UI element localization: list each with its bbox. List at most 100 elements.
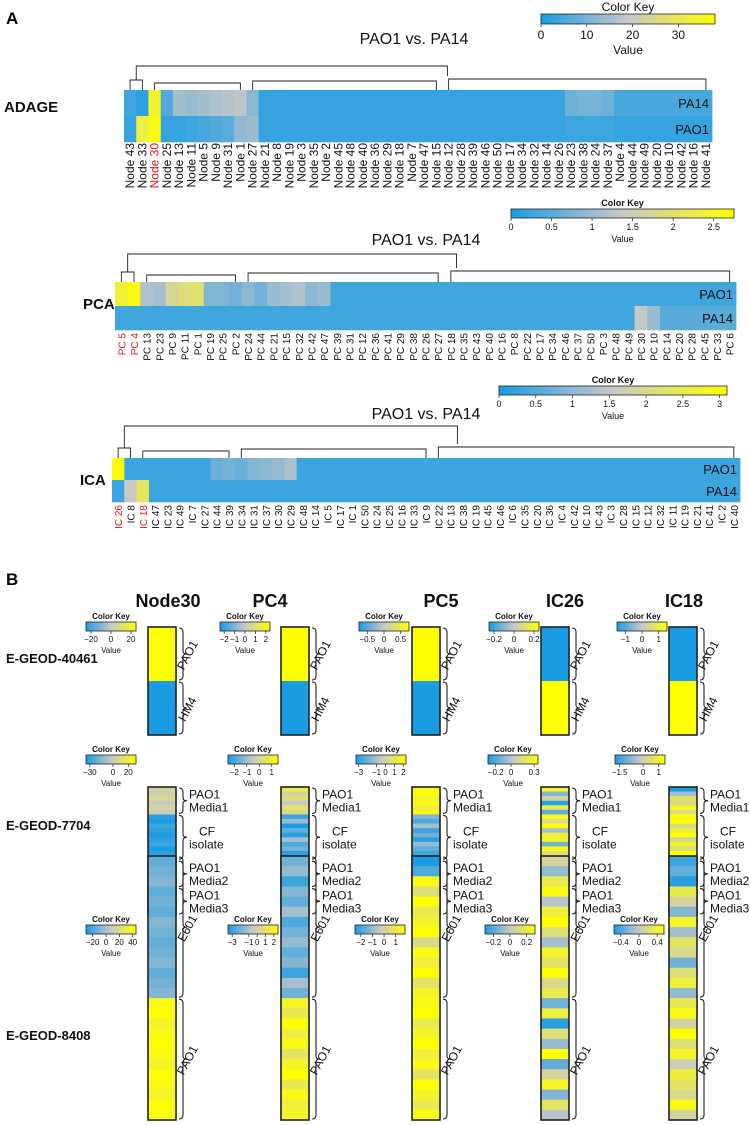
dendrogram-branch bbox=[154, 82, 241, 90]
heatmap-cell bbox=[320, 90, 333, 117]
color-key-value-label: Value bbox=[371, 779, 391, 788]
group-brace bbox=[442, 998, 452, 1120]
heatmap-cell bbox=[210, 458, 224, 481]
heatmap-cell bbox=[356, 90, 370, 117]
column-label: IC 37 bbox=[262, 505, 273, 529]
heatmap-cell bbox=[541, 1099, 569, 1111]
heatmap-cell bbox=[469, 480, 482, 503]
heatmap-cell bbox=[493, 458, 507, 481]
heatmap-cell bbox=[412, 1028, 440, 1040]
heatmap-cell bbox=[541, 916, 569, 928]
color-key-tick-label: 0.2 bbox=[528, 635, 540, 644]
heatmap-cell bbox=[281, 916, 309, 928]
heatmap-cell bbox=[669, 667, 697, 682]
heatmap-cell bbox=[727, 480, 741, 503]
group-brace bbox=[699, 787, 709, 814]
row-label: PA14 bbox=[706, 484, 737, 499]
heatmap-cell bbox=[669, 846, 697, 852]
strip-border bbox=[280, 626, 310, 736]
heatmap-cell bbox=[148, 1008, 176, 1019]
color-key-value-label: Value bbox=[243, 779, 263, 788]
row-label: PAO1 bbox=[675, 122, 709, 137]
heatmap-cell bbox=[216, 306, 230, 331]
heatmap-cell bbox=[222, 458, 236, 481]
heatmap-cell bbox=[545, 282, 559, 307]
heatmap-cell bbox=[321, 458, 335, 481]
strip-border bbox=[411, 626, 441, 736]
group-label: Media1 bbox=[453, 801, 493, 815]
column-label: PC 19 bbox=[206, 333, 217, 361]
column-label: IC 12 bbox=[644, 505, 655, 529]
strip-border bbox=[147, 626, 177, 736]
color-key-tick-label: 3 bbox=[717, 399, 722, 409]
column-label: Node 13 bbox=[172, 143, 186, 189]
heatmap-cell bbox=[493, 480, 507, 503]
dendrogram bbox=[129, 65, 707, 90]
heatmap-cell bbox=[669, 1069, 697, 1080]
dendrogram-branch bbox=[448, 78, 707, 90]
group-brace bbox=[699, 814, 709, 860]
color-key-tick-label: 0 bbox=[111, 768, 116, 777]
heatmap-cell bbox=[482, 306, 496, 331]
heatmap-cell bbox=[412, 1109, 440, 1121]
heatmap-cell bbox=[444, 306, 458, 331]
heatmap-cell bbox=[541, 947, 569, 958]
group-brace bbox=[311, 681, 321, 735]
heatmap-cell bbox=[412, 681, 440, 695]
color-key-tick-label: 0 bbox=[496, 399, 501, 409]
heatmap-cell bbox=[136, 458, 150, 481]
group-label: Media3 bbox=[710, 901, 750, 915]
heatmap-cell bbox=[148, 458, 162, 481]
column-label: IC 15 bbox=[631, 505, 642, 529]
heatmap-cell bbox=[690, 458, 704, 481]
heatmap-cell bbox=[675, 90, 688, 117]
heatmap-cell bbox=[281, 832, 309, 838]
group-label: Media3 bbox=[189, 901, 229, 915]
color-key-tick-label: 0 bbox=[104, 938, 109, 947]
group-label: Media2 bbox=[189, 874, 229, 888]
heatmap-cell bbox=[723, 282, 737, 307]
heatmap-cell bbox=[281, 1028, 309, 1040]
heatmap-cell bbox=[541, 791, 569, 797]
column-label: PC 6 bbox=[726, 333, 737, 356]
heatmap-cell bbox=[203, 306, 217, 331]
heatmap-cell bbox=[281, 957, 309, 968]
group-label: PAO1 bbox=[307, 638, 334, 672]
heatmap-cell bbox=[234, 90, 247, 117]
heatmap-cell bbox=[629, 480, 642, 503]
color-key-tick-label: 0 bbox=[512, 635, 517, 644]
heatmap-cell bbox=[541, 1109, 569, 1121]
heatmap-cell bbox=[148, 988, 176, 999]
heatmap-cell bbox=[653, 480, 667, 503]
column-label: PC 38 bbox=[409, 333, 420, 361]
heatmap-cell bbox=[669, 998, 697, 1009]
heatmap-cell bbox=[579, 458, 593, 481]
heatmap-cell bbox=[412, 708, 440, 722]
heatmap-cell bbox=[148, 841, 176, 847]
column-label: Node 7 bbox=[405, 143, 419, 182]
dataset-label: E-GEOD-7704 bbox=[6, 818, 91, 833]
heatmap-cell bbox=[669, 1099, 697, 1111]
heatmap-cell bbox=[407, 458, 421, 481]
heatmap-cell bbox=[148, 977, 176, 989]
heatmap-cell bbox=[272, 458, 285, 481]
heatmap-cell bbox=[368, 282, 382, 307]
heatmap-cell bbox=[541, 896, 569, 908]
group-label: PAO1 bbox=[695, 1043, 722, 1077]
strip-border bbox=[411, 855, 441, 1121]
group-label: PAO1 bbox=[438, 1043, 465, 1077]
heatmap-cell bbox=[412, 823, 440, 829]
heatmap-cell bbox=[381, 90, 394, 117]
heatmap-cell bbox=[267, 306, 281, 331]
heatmap-cell bbox=[697, 282, 712, 307]
heatmap-cell bbox=[412, 1079, 440, 1090]
heatmap-cell bbox=[197, 116, 211, 143]
heatmap-cell bbox=[412, 640, 440, 655]
color-key-value-label: Value bbox=[101, 779, 121, 788]
column-label: PC 40 bbox=[485, 333, 496, 361]
heatmap-cell bbox=[540, 90, 554, 117]
color-key-tick-label: −1 bbox=[230, 635, 240, 644]
heatmap-cell bbox=[393, 306, 407, 331]
heatmap-cell bbox=[571, 282, 585, 307]
heatmap-cell bbox=[148, 886, 176, 897]
